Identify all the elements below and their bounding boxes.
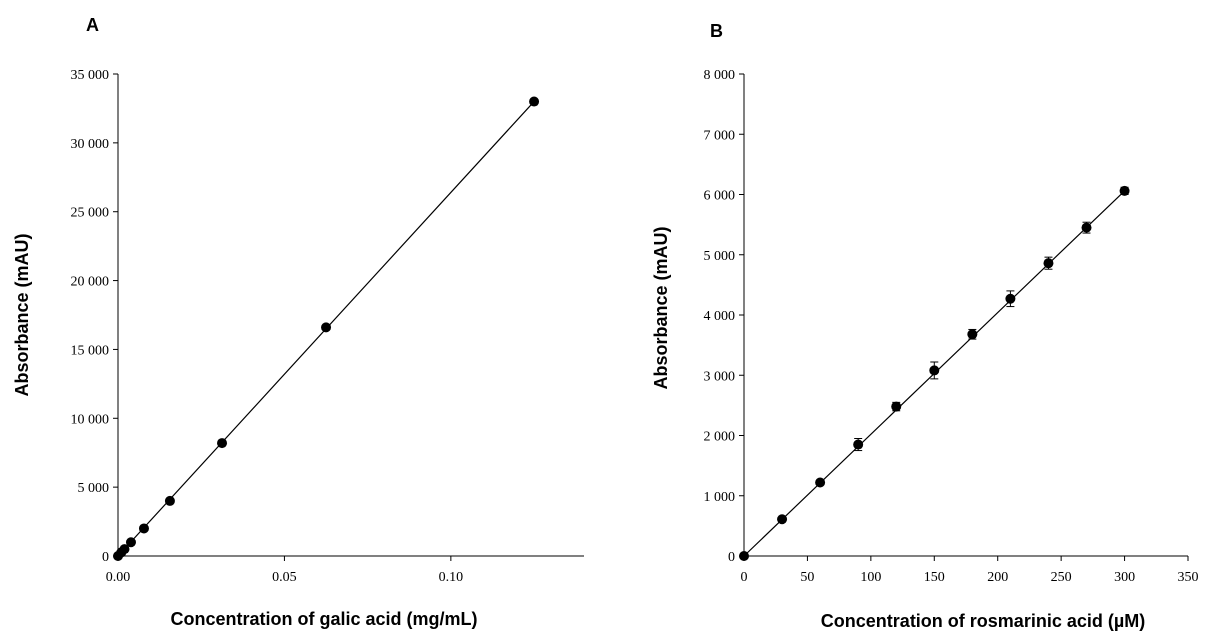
x-tick-label: 50	[800, 570, 814, 585]
y-tick-label: 2 000	[704, 430, 736, 445]
y-tick-label: 0	[728, 550, 735, 565]
x-axis-title: Concentration of rosmarinic acid (µM)	[821, 611, 1145, 631]
data-point	[321, 322, 332, 333]
x-tick-label: 0.10	[439, 570, 464, 585]
x-tick-label: 150	[924, 570, 945, 585]
x-tick-label: 0	[741, 570, 748, 585]
y-tick-label: 1 000	[704, 490, 736, 505]
y-tick-label: 15 000	[71, 343, 110, 358]
panel-letter-b: B	[710, 21, 723, 41]
y-tick-label: 3 000	[704, 369, 736, 384]
chart-panel-a: A 0 5 000 10 000 15 000 20 000 25 000 30 000 35…	[12, 15, 584, 629]
y-tick-label: 25 000	[71, 206, 110, 221]
x-tick-label: 300	[1114, 570, 1135, 585]
y-tick-label: 7 000	[704, 128, 736, 143]
x-axis-title: Concentration of galic acid (mg/mL)	[170, 609, 477, 629]
data-point	[529, 96, 540, 107]
data-point	[891, 401, 902, 412]
plot-marks: 0 5 000 10 000 15 000 20 000 25 000 30 000 35 0…	[71, 68, 540, 585]
x-tick-label: 0.00	[106, 570, 131, 585]
y-tick-label: 4 000	[704, 309, 736, 324]
data-point	[125, 537, 136, 548]
data-point	[138, 523, 149, 534]
x-tick-label: 200	[987, 570, 1008, 585]
plot-marks: 0 1 000 2 000 3 000 4 000 5 000 6 000 7 000 8 00…	[704, 68, 1199, 585]
x-tick-label: 350	[1178, 570, 1199, 585]
data-point	[929, 365, 940, 376]
data-point	[777, 514, 788, 525]
y-tick-label: 5 000	[78, 481, 110, 496]
x-tick-label: 250	[1051, 570, 1072, 585]
y-tick-label: 20 000	[71, 275, 110, 290]
y-tick-label: 30 000	[71, 137, 110, 152]
y-tick-label: 35 000	[71, 68, 110, 83]
data-point	[1119, 185, 1130, 196]
y-axis-title: Absorbance (mAU)	[651, 226, 671, 389]
data-point	[217, 438, 228, 449]
x-tick-label: 100	[860, 570, 881, 585]
y-tick-label: 10 000	[71, 412, 110, 427]
y-tick-label: 5 000	[704, 249, 736, 264]
data-point	[815, 477, 826, 488]
y-tick-label: 8 000	[704, 68, 736, 83]
data-point	[1081, 222, 1092, 233]
x-tick-label: 0.05	[272, 570, 297, 585]
data-point	[967, 329, 978, 340]
panel-letter-a: A	[86, 15, 99, 35]
chart-panel-b: B 0 1 000 2 000 3 000 4 000 5 000 6 000 7 000 8 …	[651, 21, 1199, 631]
data-point	[853, 439, 864, 450]
data-point	[1005, 293, 1016, 304]
y-tick-label: 0	[102, 550, 109, 565]
data-point	[1043, 258, 1054, 269]
data-point	[739, 551, 749, 561]
data-point	[164, 495, 175, 506]
y-tick-label: 6 000	[704, 189, 736, 204]
data-point	[119, 544, 130, 555]
y-axis-title: Absorbance (mAU)	[12, 233, 32, 396]
